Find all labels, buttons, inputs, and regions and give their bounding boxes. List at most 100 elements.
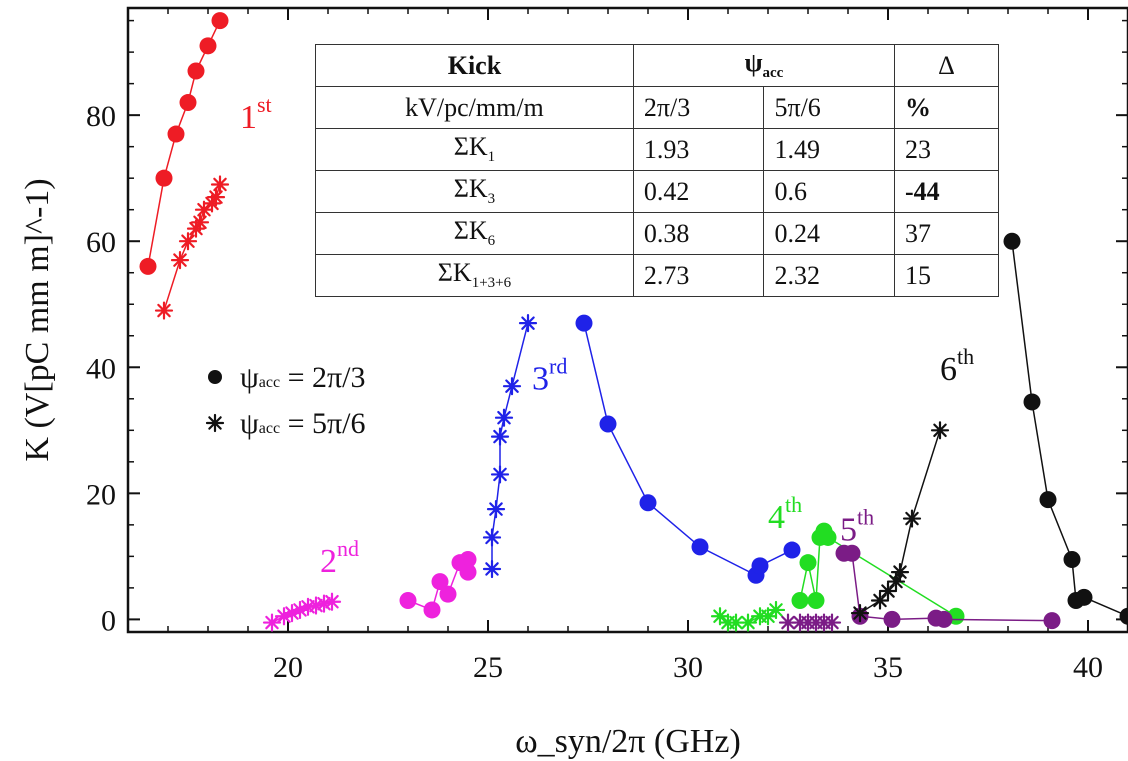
y-tick-label: 0 bbox=[101, 604, 116, 637]
data-point-star bbox=[710, 607, 730, 626]
data-point-star bbox=[262, 613, 282, 632]
data-point bbox=[459, 551, 477, 569]
data-point-star bbox=[890, 563, 910, 582]
legend-dot-marker bbox=[208, 370, 222, 384]
data-point bbox=[783, 541, 801, 559]
row-value-1: 0.42 bbox=[632, 170, 765, 213]
data-point bbox=[751, 557, 769, 575]
data-point-star bbox=[298, 597, 318, 616]
row-value-2: 0.24 bbox=[763, 212, 895, 255]
data-point bbox=[791, 591, 809, 609]
data-point bbox=[1043, 612, 1061, 630]
data-point-star bbox=[282, 603, 302, 623]
data-point-star bbox=[870, 591, 890, 610]
data-point-star bbox=[886, 572, 906, 591]
data-point-star bbox=[738, 613, 758, 632]
data-point bbox=[639, 494, 657, 512]
row-value-2: 2.32 bbox=[763, 254, 895, 297]
row-delta: 37 bbox=[894, 212, 999, 255]
kick-summary-table: Kick ψacc Δ kV/pc/mm/m 2π/3 5π/6 % ΣK1 1… bbox=[315, 44, 999, 297]
row-value-2: 1.49 bbox=[763, 128, 895, 171]
y-tick-label: 40 bbox=[86, 352, 116, 385]
data-point bbox=[799, 554, 817, 572]
data-point bbox=[1075, 588, 1093, 606]
row-value-1: 0.38 bbox=[632, 212, 765, 255]
row-delta: 23 bbox=[894, 128, 999, 171]
data-point-star bbox=[274, 607, 294, 626]
harmonic-label: 2nd bbox=[320, 536, 359, 580]
table-row: ΣK1 1.93 1.49 23 bbox=[315, 128, 999, 171]
data-point-star bbox=[518, 314, 538, 333]
data-point-star bbox=[306, 596, 326, 615]
data-point bbox=[1039, 491, 1057, 509]
data-point-star bbox=[490, 427, 510, 446]
data-point-star bbox=[758, 607, 778, 626]
header-kick: Kick bbox=[315, 44, 634, 87]
mode-2-cell: 5π/6 bbox=[763, 86, 895, 129]
y-tick-label: 80 bbox=[86, 100, 116, 133]
data-point bbox=[439, 585, 457, 603]
table-row: ΣK3 0.42 0.6 -44 bbox=[315, 170, 999, 213]
data-point bbox=[1119, 607, 1128, 625]
data-point-star bbox=[878, 581, 898, 601]
data-point bbox=[399, 591, 417, 609]
data-point-star bbox=[314, 594, 334, 613]
data-point bbox=[211, 12, 229, 30]
data-point bbox=[167, 125, 185, 143]
data-point bbox=[575, 314, 593, 332]
data-point bbox=[199, 37, 217, 55]
data-point-star bbox=[502, 377, 522, 396]
data-point-star bbox=[778, 613, 798, 632]
data-point bbox=[155, 169, 173, 187]
table-unit-row: kV/pc/mm/m 2π/3 5π/6 % bbox=[315, 86, 999, 129]
data-point bbox=[423, 601, 441, 619]
header-psi: ψacc bbox=[632, 44, 896, 87]
data-point bbox=[187, 62, 205, 80]
row-value-2: 0.6 bbox=[763, 170, 895, 213]
data-point-star bbox=[766, 600, 786, 620]
data-point-star bbox=[490, 465, 510, 484]
data-point-star bbox=[482, 559, 502, 579]
data-point-star bbox=[822, 613, 842, 632]
row-delta: 15 bbox=[894, 254, 999, 297]
data-point-star bbox=[202, 194, 222, 213]
data-point bbox=[1063, 551, 1081, 569]
row-label: ΣK1+3+6 bbox=[315, 254, 634, 297]
x-axis-title: ω_syn/2π (GHz) bbox=[515, 723, 741, 760]
data-point-star bbox=[850, 603, 870, 623]
unit-cell: kV/pc/mm/m bbox=[315, 86, 634, 129]
data-point-star bbox=[210, 175, 230, 194]
plot-area: 20 25 30 35 40 0 20 40 60 80 ω_syn/2π (GHz) K (V[pC… bbox=[19, 6, 1128, 760]
row-label: ΣK6 bbox=[315, 212, 634, 255]
data-point-star bbox=[190, 213, 210, 232]
y-tick-label: 60 bbox=[86, 226, 116, 259]
data-point bbox=[431, 573, 449, 591]
row-value-1: 2.73 bbox=[632, 254, 765, 297]
harmonic-label: 6th bbox=[940, 344, 974, 388]
x-tick-label: 20 bbox=[273, 651, 303, 684]
row-value-1: 1.93 bbox=[632, 128, 765, 171]
data-point bbox=[691, 538, 709, 556]
data-point bbox=[819, 528, 837, 546]
table-row: ΣK1+3+6 2.73 2.32 15 bbox=[315, 254, 999, 297]
data-point bbox=[459, 563, 477, 581]
data-point bbox=[1023, 393, 1041, 411]
data-point-star bbox=[486, 499, 506, 519]
data-point-star bbox=[206, 187, 226, 207]
y-axis-title: K (V[pC mm m]^-1) bbox=[19, 178, 56, 461]
harmonic-label: 4th bbox=[768, 492, 802, 536]
table-header-row: Kick ψacc Δ bbox=[315, 44, 999, 87]
data-point-star bbox=[494, 408, 514, 427]
legend-label: ψacc = 5π/6 bbox=[240, 407, 366, 440]
table-row: ΣK6 0.38 0.24 37 bbox=[315, 212, 999, 255]
data-point-star bbox=[482, 528, 502, 547]
data-point-star bbox=[290, 600, 310, 620]
data-point-star bbox=[170, 251, 190, 270]
data-point-star bbox=[154, 301, 174, 320]
mode-1-cell: 2π/3 bbox=[632, 86, 765, 129]
data-point bbox=[883, 610, 901, 628]
data-point-star bbox=[322, 592, 342, 611]
x-tick-label: 30 bbox=[673, 651, 703, 684]
legend-label: ψacc = 2π/3 bbox=[240, 361, 366, 394]
